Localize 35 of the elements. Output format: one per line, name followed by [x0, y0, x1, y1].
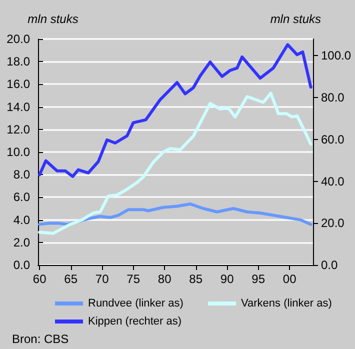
y-tick-label: 8.0	[13, 168, 30, 182]
legend-label: Varkens (linker as)	[241, 298, 332, 310]
x-tick-label: 00	[282, 272, 297, 286]
y2-tick-label: 0.0	[321, 258, 338, 272]
y-tick-label: 18.0	[6, 54, 30, 69]
x-tick-label: 80	[158, 272, 172, 286]
y-tick-label: 20.0	[6, 32, 30, 46]
y-axis-title: mln stuks	[28, 12, 78, 26]
x-tick-label: 60	[32, 272, 47, 286]
y2-axis-title: mln stuks	[270, 12, 321, 26]
line-series	[38, 43, 312, 178]
y-tick-label: 12.0	[6, 122, 30, 136]
y2-tick-label: 60.0	[321, 132, 345, 146]
text: Bron: CBS	[12, 332, 69, 346]
y-tick-label: 16.0	[6, 77, 30, 92]
line-series	[38, 202, 312, 226]
y2-tick-label: 40.0	[321, 174, 345, 188]
y-tick-label: 14.0	[6, 100, 30, 114]
y-tick-label: 6.0	[13, 190, 30, 204]
y-tick-label: 2.0	[13, 235, 30, 250]
y2-tick-label: 100.0	[321, 48, 352, 63]
x-tick-label: 85	[189, 272, 203, 286]
x-tick-label: 65	[64, 272, 78, 286]
y2-tick-label: 80.0	[321, 90, 345, 105]
x-tick-label: 90	[220, 272, 234, 286]
y-tick-label: 4.0	[13, 212, 30, 227]
y-tick-label: 0.0	[13, 258, 30, 272]
y-tick-label: 10.0	[6, 145, 30, 159]
legend-label: Kippen (rechter as)	[88, 316, 182, 328]
x-tick-label: 75	[126, 272, 140, 286]
legend-label: Rundvee (linker as)	[88, 298, 184, 310]
x-tick-label: 70	[95, 272, 110, 286]
y2-tick-label: 20.0	[321, 216, 345, 230]
line-series	[38, 92, 312, 235]
x-tick-label: 95	[252, 272, 266, 286]
